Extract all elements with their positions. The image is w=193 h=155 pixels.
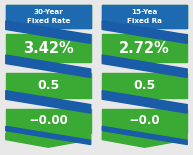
Bar xyxy=(6,34,91,62)
Polygon shape xyxy=(6,55,91,78)
Text: 3.42%: 3.42% xyxy=(23,41,74,55)
Bar xyxy=(102,5,187,28)
Bar xyxy=(6,108,91,133)
Text: 15-Yea: 15-Yea xyxy=(132,9,158,15)
Text: --0.00: --0.00 xyxy=(29,114,68,127)
Text: 0.5: 0.5 xyxy=(37,79,59,92)
Bar xyxy=(6,73,91,98)
Bar xyxy=(6,5,91,28)
Text: --0.0: --0.0 xyxy=(130,114,160,127)
Polygon shape xyxy=(102,126,187,144)
Bar xyxy=(102,73,187,98)
Text: Fixed Ra: Fixed Ra xyxy=(127,18,162,24)
Polygon shape xyxy=(102,133,187,147)
Text: 2.72%: 2.72% xyxy=(119,41,170,55)
Bar xyxy=(6,5,91,28)
Bar xyxy=(102,34,187,62)
Polygon shape xyxy=(6,126,91,144)
Polygon shape xyxy=(102,91,187,113)
Polygon shape xyxy=(6,21,91,43)
Text: Fixed Rate: Fixed Rate xyxy=(27,18,70,24)
Bar xyxy=(102,108,187,133)
Bar xyxy=(102,5,187,28)
Polygon shape xyxy=(6,91,91,113)
Polygon shape xyxy=(6,133,91,147)
Text: 0.5: 0.5 xyxy=(134,79,156,92)
Text: 30-Year: 30-Year xyxy=(33,9,63,15)
Polygon shape xyxy=(102,21,187,43)
Polygon shape xyxy=(102,55,187,78)
